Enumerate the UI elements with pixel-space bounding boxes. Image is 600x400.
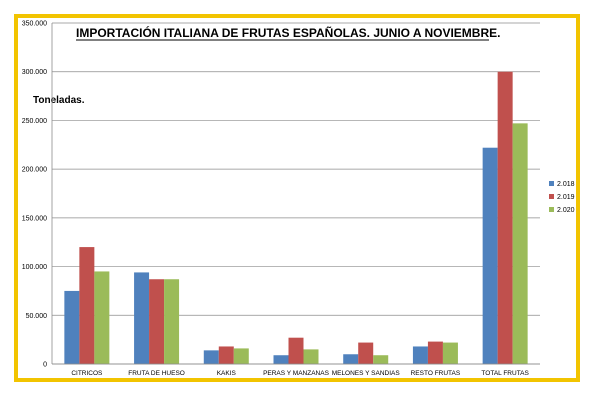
- bar: [497, 71, 513, 364]
- bar: [343, 354, 359, 364]
- bar: [288, 337, 304, 364]
- unit-label: Toneladas.: [33, 95, 85, 106]
- bar: [134, 272, 150, 364]
- legend: 2.018 2.019 2.020: [549, 181, 575, 214]
- bar: [233, 348, 249, 364]
- y-tick-label: 300.000: [22, 69, 47, 76]
- x-axis: CITRICOS FRUTA DE HUESO KAKIS PERAS Y MANZA…: [52, 363, 540, 377]
- bar: [442, 342, 458, 364]
- bar: [373, 355, 389, 364]
- y-tick-label: 250.000: [22, 118, 47, 125]
- bar: [482, 147, 498, 364]
- bar: [149, 279, 165, 364]
- y-axis: 0 50.000 100.000 150.000 200.000 250.000 300.0…: [22, 21, 53, 369]
- y-tick-label: 200.000: [22, 167, 47, 174]
- x-tick-label: RESTO FRUTAS: [411, 370, 461, 377]
- bar: [273, 355, 289, 364]
- legend-swatch: [549, 181, 554, 186]
- legend-label: 2.020: [557, 207, 575, 214]
- y-tick-label: 150.000: [22, 215, 47, 222]
- x-tick-label: MELONES Y SANDIAS: [332, 370, 401, 377]
- y-tick-label: 0: [43, 362, 47, 369]
- bar: [203, 350, 219, 364]
- bar: [79, 247, 95, 364]
- x-tick-label: CITRICOS: [71, 370, 103, 377]
- y-tick-label: 50.000: [26, 313, 48, 320]
- bar: [64, 290, 80, 364]
- y-tick-label: 350.000: [22, 21, 47, 28]
- bar: [164, 279, 180, 364]
- y-tick-label: 100.000: [22, 264, 47, 271]
- bar: [358, 342, 374, 364]
- legend-swatch: [549, 207, 554, 212]
- legend-swatch: [549, 194, 554, 199]
- x-tick-label: KAKIS: [217, 370, 237, 377]
- bar: [412, 346, 428, 364]
- legend-label: 2.019: [557, 194, 575, 201]
- bar: [512, 123, 528, 364]
- legend-label: 2.018: [557, 181, 575, 188]
- x-tick-label: FRUTA DE HUESO: [128, 370, 185, 377]
- x-tick-label: PERAS Y MANZANAS: [263, 370, 330, 377]
- gridlines: [52, 22, 540, 365]
- bars: [64, 71, 528, 364]
- bar: [218, 346, 234, 364]
- x-tick-label: TOTAL FRUTAS: [481, 370, 529, 377]
- bar: [303, 349, 319, 364]
- chart-title: IMPORTACIÓN ITALIANA DE FRUTAS ESPAÑOLAS…: [76, 25, 500, 40]
- bar: [94, 271, 110, 364]
- bar: [427, 341, 443, 364]
